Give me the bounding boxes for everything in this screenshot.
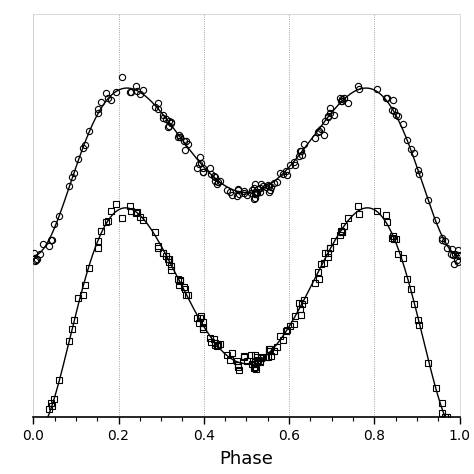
- X-axis label: Phase: Phase: [219, 450, 273, 468]
